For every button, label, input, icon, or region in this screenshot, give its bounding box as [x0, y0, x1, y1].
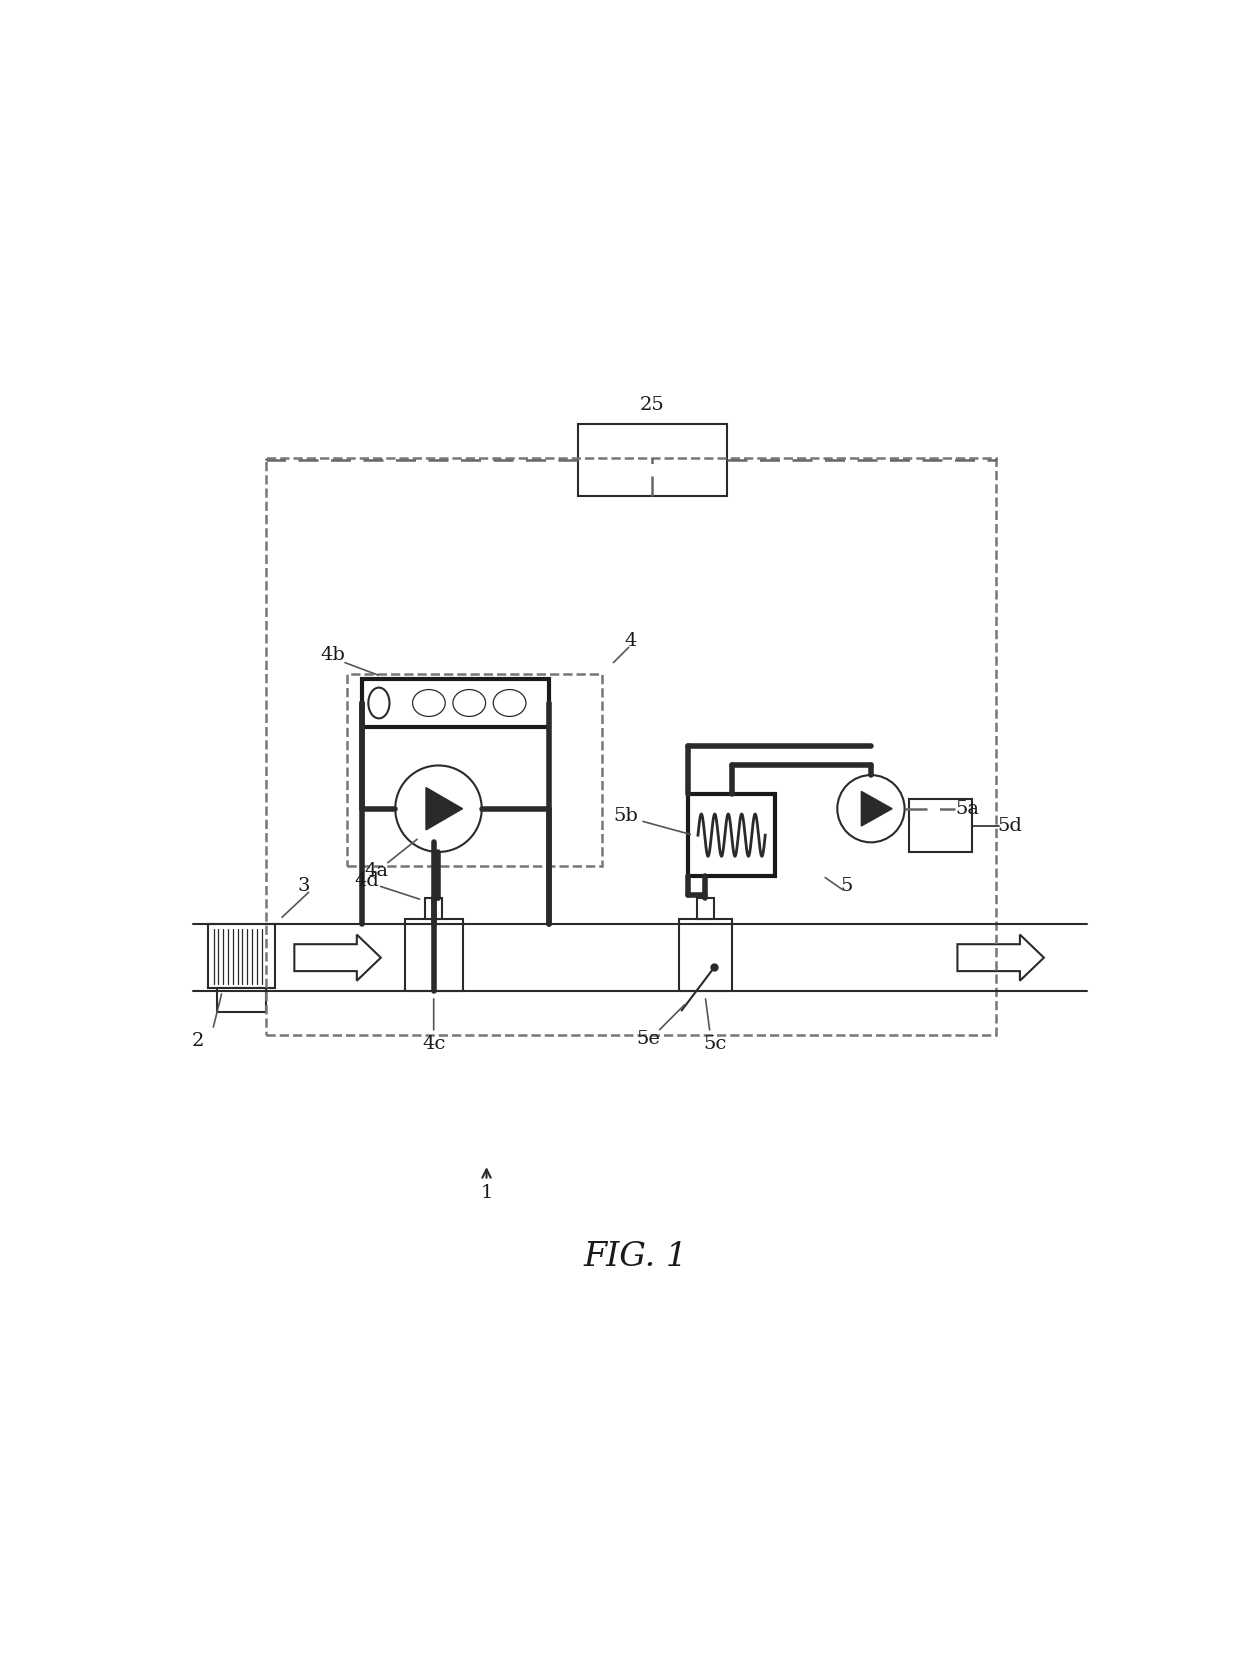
FancyArrow shape [957, 934, 1044, 981]
Text: 2: 2 [192, 1032, 205, 1051]
Text: 1: 1 [480, 1184, 492, 1203]
Bar [909, 799, 972, 852]
Bar [425, 897, 443, 919]
Text: 4: 4 [625, 632, 637, 649]
Text: 5b: 5b [614, 807, 639, 826]
Text: 4c: 4c [422, 1036, 445, 1053]
Bar [404, 919, 463, 991]
Text: 5a: 5a [955, 799, 980, 817]
Text: 4a: 4a [365, 862, 388, 881]
Bar [265, 459, 996, 1034]
Ellipse shape [368, 687, 389, 719]
Ellipse shape [413, 689, 445, 717]
Ellipse shape [453, 689, 486, 717]
Text: FIG. 1: FIG. 1 [584, 1241, 687, 1273]
Bar [688, 794, 775, 876]
Text: 5d: 5d [998, 817, 1023, 834]
Text: 4d: 4d [353, 872, 379, 889]
Bar [208, 924, 275, 989]
Circle shape [837, 776, 905, 842]
Bar [347, 674, 601, 866]
Ellipse shape [494, 689, 526, 717]
Text: 5e: 5e [636, 1031, 660, 1049]
Bar [678, 919, 732, 991]
Bar [578, 424, 727, 497]
Polygon shape [427, 787, 463, 831]
Polygon shape [862, 791, 892, 826]
Text: 3: 3 [298, 877, 310, 894]
Bar [362, 679, 549, 727]
Text: 25: 25 [640, 395, 665, 414]
Text: 4b: 4b [320, 646, 345, 664]
Text: 5c: 5c [703, 1036, 727, 1053]
Bar [697, 897, 714, 919]
Text: 5: 5 [841, 877, 853, 894]
Circle shape [396, 766, 481, 852]
FancyArrow shape [294, 934, 381, 981]
Bar [217, 989, 265, 1012]
